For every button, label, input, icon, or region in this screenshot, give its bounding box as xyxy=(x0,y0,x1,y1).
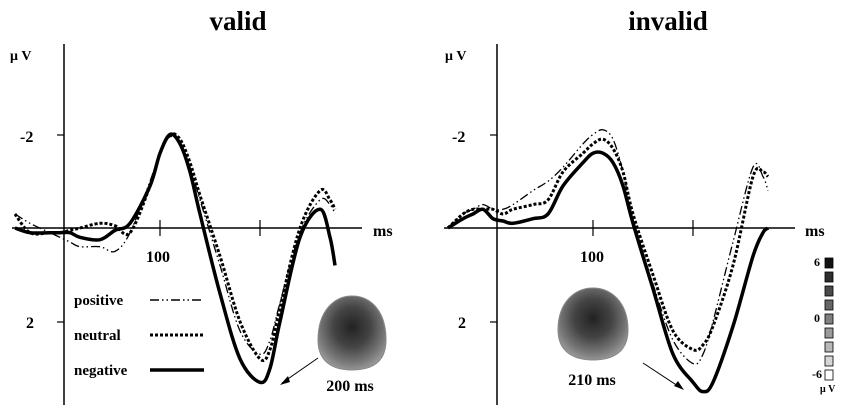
colorbar-swatch xyxy=(824,299,834,311)
x-unit-label-left: ms xyxy=(373,223,393,240)
colorbar-swatch xyxy=(824,257,834,269)
series-line-negative-invalid xyxy=(447,150,770,394)
colorbar-label-neg6: -6 xyxy=(812,367,822,381)
y-unit-label-left: μ V xyxy=(10,49,32,64)
legend-label-negative: negative xyxy=(74,363,128,379)
peak-arrowhead-valid xyxy=(280,376,290,385)
series-line-positive-invalid xyxy=(447,129,769,365)
topomap-label-valid: 200 ms xyxy=(326,378,374,395)
topomap-invalid: 210 ms xyxy=(557,287,684,390)
y-unit-label-right: μ V xyxy=(445,49,467,64)
colorbar-swatch xyxy=(824,327,834,339)
peak-arrowhead-invalid xyxy=(674,381,684,390)
x-unit-label-right: ms xyxy=(805,223,825,240)
legend-label-positive: positive xyxy=(74,293,124,309)
series-line-neutral-invalid xyxy=(446,137,770,352)
topomap-valid: 200 ms xyxy=(280,295,387,395)
panel-invalid: invalid μ V -2 2 100 ms 210 ms xyxy=(444,6,836,405)
head-map-invalid xyxy=(557,287,629,361)
colorbar-label-0: 0 xyxy=(814,311,820,325)
y-tick-label-neg2-left: -2 xyxy=(20,129,33,146)
y-tick-label-pos2-right: 2 xyxy=(458,315,466,332)
colorbar: 6 0 -6 μ V xyxy=(812,255,836,395)
colorbar-swatch xyxy=(824,369,834,381)
series-line-neutral-valid xyxy=(13,132,337,363)
colorbar-swatch xyxy=(824,285,834,297)
peak-arrow-invalid xyxy=(642,362,682,389)
x-tick-label-100-right: 100 xyxy=(580,249,604,266)
colorbar-swatch xyxy=(824,313,834,325)
colorbar-swatch xyxy=(824,271,834,283)
colorbar-unit: μ V xyxy=(820,384,836,395)
panel-title-invalid: invalid xyxy=(628,6,708,36)
legend-label-neutral: neutral xyxy=(74,328,121,344)
topomap-label-invalid: 210 ms xyxy=(568,372,616,389)
y-tick-label-pos2-left: 2 xyxy=(26,315,34,332)
legend: positive neutral negative xyxy=(74,293,204,379)
colorbar-swatch xyxy=(824,341,834,353)
series-group-invalid xyxy=(446,129,770,394)
head-map-valid xyxy=(317,295,387,371)
y-tick-label-neg2-right: -2 xyxy=(452,129,465,146)
series-group-valid xyxy=(13,132,337,385)
panel-valid: valid μ V -2 2 100 ms positive neutral n… xyxy=(10,6,393,405)
colorbar-label-6: 6 xyxy=(814,255,820,269)
panel-title-valid: valid xyxy=(209,6,266,36)
x-tick-label-100-left: 100 xyxy=(146,249,170,266)
series-line-negative-valid xyxy=(14,132,337,385)
colorbar-swatch xyxy=(824,355,834,367)
